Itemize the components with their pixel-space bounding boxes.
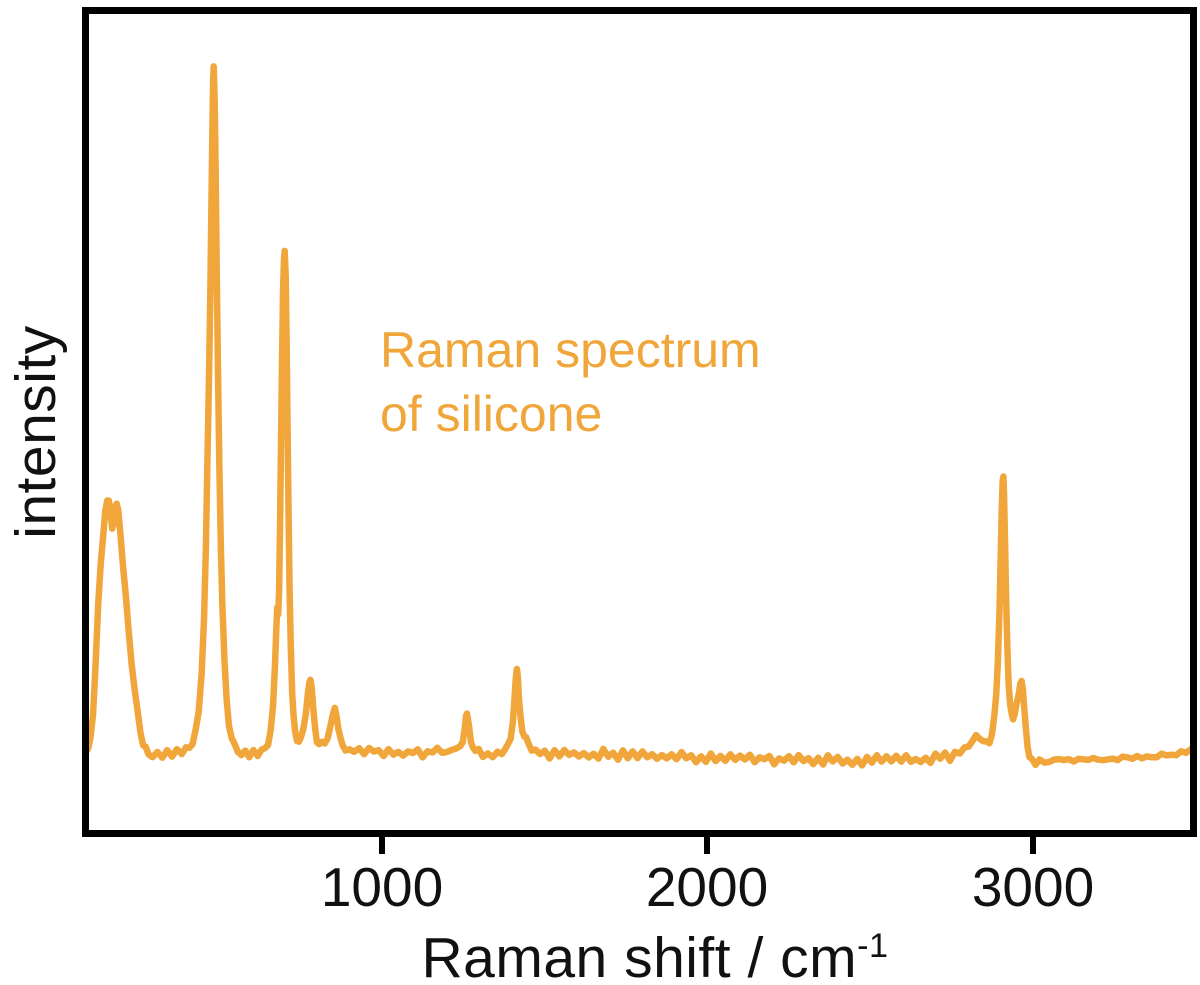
annotation-line-1: Raman spectrum (380, 322, 761, 378)
spectrum-trace (89, 63, 1190, 769)
x-tick-label-1000: 1000 (320, 856, 444, 918)
spectrum-annotation: Raman spectrum of silicone (380, 318, 761, 446)
x-axis-label-text: Raman shift / cm (421, 926, 858, 985)
x-tick-3000 (1030, 837, 1036, 854)
annotation-line-2: of silicone (380, 386, 603, 442)
x-axis-label-exponent: -1 (857, 927, 889, 965)
x-tick-2000 (704, 837, 710, 854)
y-axis-label: intensity (4, 325, 68, 539)
x-tick-1000 (379, 837, 385, 854)
plot-frame (82, 7, 1197, 837)
x-tick-label-2000: 2000 (645, 856, 769, 918)
x-axis-label: Raman shift / cm-1 (421, 925, 888, 985)
x-tick-label-3000: 3000 (971, 856, 1095, 918)
